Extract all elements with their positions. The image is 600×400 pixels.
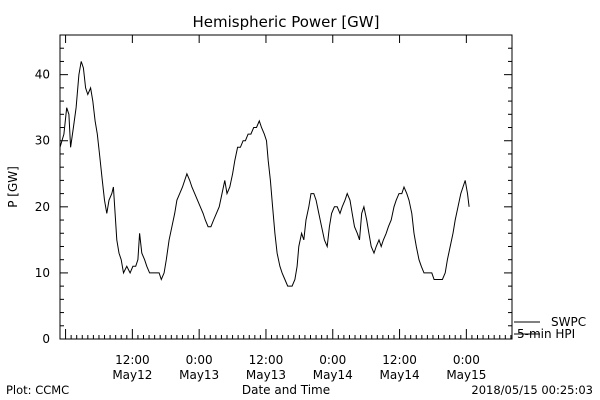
footer-credit: Plot: CCMC [6, 383, 69, 397]
x-tick-time-label: 0:00 [186, 353, 213, 367]
legend-swpc-label: SWPC [551, 315, 586, 329]
x-axis-ticks: 12:00May120:00May1312:00May130:00May1412… [65, 35, 512, 382]
y-tick-label: 30 [35, 134, 50, 148]
chart-title: Hemispheric Power [GW] [193, 13, 380, 31]
plot-frame [59, 34, 513, 340]
legend-hpi-label: 5-min HPI [517, 327, 575, 341]
x-tick-date-label: May15 [446, 368, 486, 382]
y-tick-label: 40 [35, 68, 50, 82]
y-axis-ticks: 0 10 20 30 40 [35, 34, 512, 346]
x-tick-time-label: 0:00 [319, 353, 346, 367]
x-tick-date-label: May12 [112, 368, 152, 382]
x-tick-time-label: 12:00 [382, 353, 417, 367]
y-tick-label: 0 [42, 332, 50, 346]
x-tick-time-label: 12:00 [249, 353, 284, 367]
legend: SWPC 5-min HPI [514, 315, 586, 341]
y-tick-label: 10 [35, 266, 50, 280]
x-tick-date-label: May13 [179, 368, 219, 382]
y-axis-label: P [GW] [6, 166, 20, 208]
y-tick-label: 20 [35, 200, 50, 214]
x-tick-date-label: May14 [380, 368, 420, 382]
series-line-swpc [59, 61, 470, 287]
x-tick-time-label: 0:00 [453, 353, 480, 367]
x-axis-label: Date and Time [242, 383, 330, 397]
x-tick-time-label: 12:00 [115, 353, 150, 367]
footer-timestamp: 2018/05/15 00:25:03 [471, 383, 593, 397]
x-tick-date-label: May14 [313, 368, 353, 382]
x-tick-date-label: May13 [246, 368, 286, 382]
